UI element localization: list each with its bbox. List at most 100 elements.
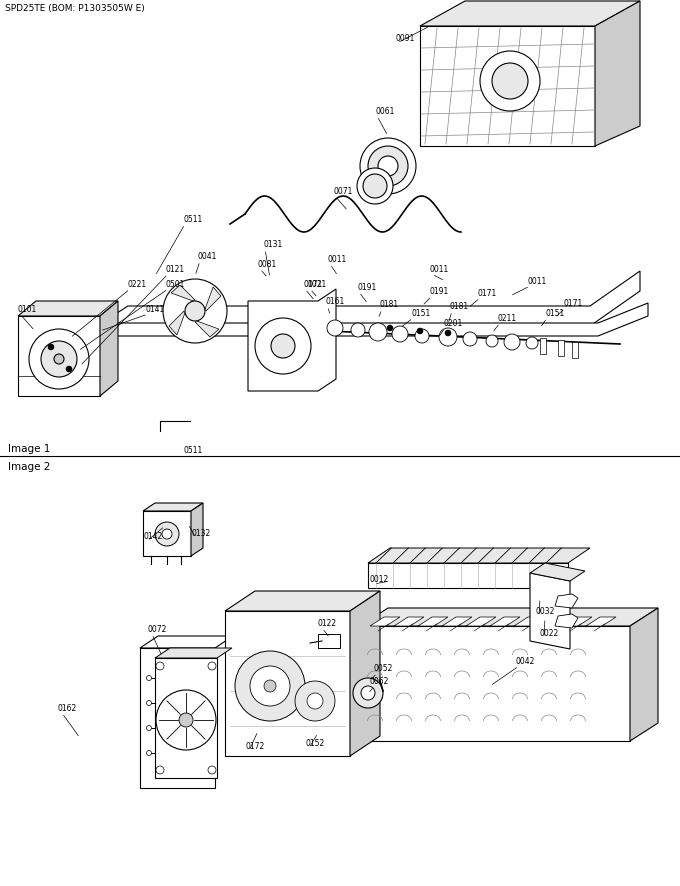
Polygon shape (420, 1, 640, 26)
Text: 0061: 0061 (375, 107, 394, 116)
Circle shape (29, 329, 89, 389)
Polygon shape (420, 26, 595, 146)
Circle shape (235, 651, 305, 721)
Polygon shape (562, 617, 592, 626)
Text: 0101: 0101 (18, 305, 37, 314)
Bar (318, 634, 340, 648)
Text: 0142: 0142 (143, 532, 163, 541)
Polygon shape (394, 617, 424, 626)
Text: 0171: 0171 (478, 289, 497, 298)
Text: 0132: 0132 (192, 529, 211, 538)
Polygon shape (225, 591, 380, 611)
Polygon shape (442, 617, 472, 626)
Polygon shape (143, 503, 203, 511)
Text: 0052: 0052 (373, 664, 392, 673)
Circle shape (361, 686, 375, 700)
Circle shape (492, 63, 528, 99)
Polygon shape (191, 503, 203, 556)
Polygon shape (225, 611, 350, 756)
Polygon shape (18, 316, 100, 396)
Text: 0161: 0161 (326, 297, 345, 306)
Text: SPD25TE (BOM: P1303505W E): SPD25TE (BOM: P1303505W E) (5, 4, 145, 13)
Polygon shape (466, 617, 496, 626)
Polygon shape (350, 591, 380, 756)
Text: 0501: 0501 (166, 280, 186, 289)
Text: 0191: 0191 (357, 283, 376, 292)
Text: 0011: 0011 (430, 265, 449, 274)
Polygon shape (586, 617, 616, 626)
Polygon shape (368, 563, 568, 588)
Circle shape (208, 662, 216, 670)
Text: 0041: 0041 (198, 252, 218, 261)
Polygon shape (18, 301, 118, 316)
Text: 0072: 0072 (148, 625, 167, 634)
Circle shape (156, 766, 164, 774)
Text: 0171: 0171 (303, 280, 322, 289)
Circle shape (445, 330, 451, 336)
Circle shape (353, 678, 383, 708)
Circle shape (387, 325, 393, 331)
Circle shape (155, 522, 179, 546)
Polygon shape (558, 340, 564, 356)
Polygon shape (195, 322, 219, 337)
Polygon shape (205, 287, 221, 311)
Circle shape (463, 332, 477, 346)
Circle shape (163, 279, 227, 343)
Polygon shape (155, 658, 217, 778)
Text: 0511: 0511 (183, 446, 202, 455)
Polygon shape (530, 563, 585, 581)
Polygon shape (155, 648, 232, 658)
Circle shape (250, 666, 290, 706)
Polygon shape (490, 617, 520, 626)
Polygon shape (595, 1, 640, 146)
Circle shape (41, 341, 77, 377)
Text: 0032: 0032 (535, 607, 554, 616)
Circle shape (146, 726, 152, 730)
Circle shape (179, 713, 193, 727)
Circle shape (208, 766, 216, 774)
Polygon shape (555, 614, 578, 628)
Text: 0121: 0121 (166, 265, 185, 274)
Text: 0171: 0171 (563, 299, 582, 308)
Text: 0151: 0151 (411, 309, 430, 318)
Text: 0081: 0081 (258, 260, 277, 269)
Circle shape (271, 334, 295, 358)
Polygon shape (78, 271, 640, 358)
Circle shape (417, 328, 423, 334)
Polygon shape (540, 338, 546, 354)
Circle shape (526, 337, 538, 349)
Circle shape (162, 529, 172, 539)
Polygon shape (171, 285, 195, 300)
Polygon shape (572, 342, 578, 358)
Circle shape (392, 326, 408, 342)
Text: Image 1: Image 1 (8, 444, 50, 454)
Text: 0211: 0211 (498, 314, 517, 323)
Polygon shape (68, 303, 648, 356)
Text: 0091: 0091 (395, 34, 414, 43)
Circle shape (369, 323, 387, 341)
Text: 0131: 0131 (263, 240, 282, 249)
Circle shape (327, 320, 343, 336)
Circle shape (146, 675, 152, 680)
Text: 0012: 0012 (370, 575, 389, 584)
Text: 0021: 0021 (308, 280, 327, 289)
Text: 0511: 0511 (183, 215, 202, 224)
Circle shape (295, 681, 335, 721)
Polygon shape (630, 608, 658, 741)
Text: 0151: 0151 (545, 309, 564, 318)
Text: 0152: 0152 (305, 739, 324, 748)
Polygon shape (100, 301, 118, 396)
Circle shape (363, 174, 387, 198)
Polygon shape (418, 617, 448, 626)
Polygon shape (360, 608, 658, 626)
Circle shape (146, 701, 152, 705)
Polygon shape (370, 617, 400, 626)
Text: 0181: 0181 (450, 302, 469, 311)
Circle shape (357, 168, 393, 204)
Text: 0042: 0042 (515, 657, 534, 666)
Polygon shape (368, 548, 590, 563)
Text: 0221: 0221 (128, 280, 147, 289)
Polygon shape (538, 617, 568, 626)
Circle shape (185, 301, 205, 321)
Circle shape (156, 662, 164, 670)
